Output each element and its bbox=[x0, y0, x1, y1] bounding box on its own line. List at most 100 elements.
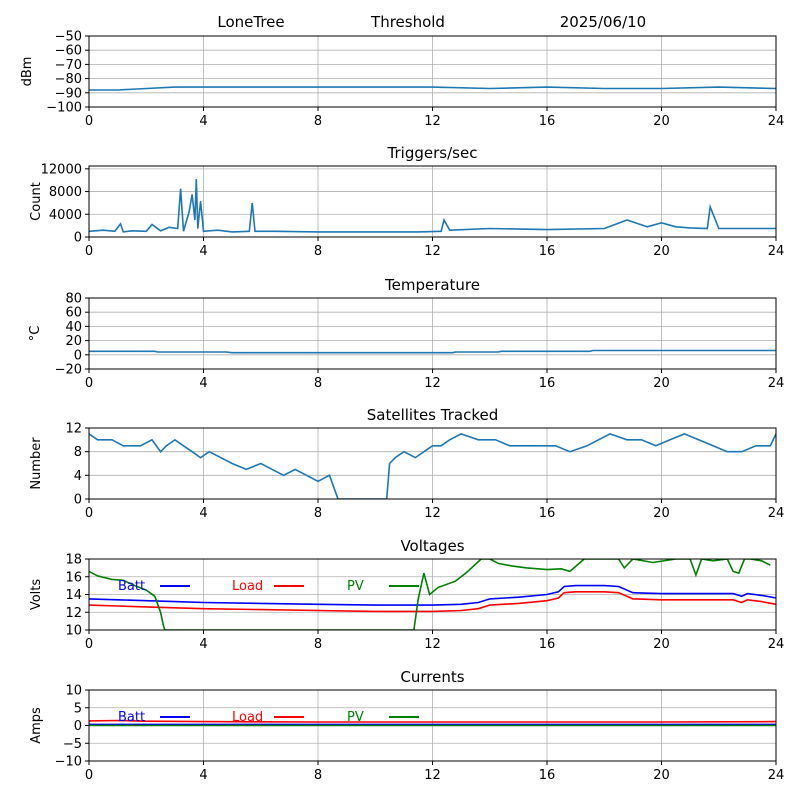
series-line-load bbox=[89, 719, 776, 723]
x-tick-label: 20 bbox=[653, 637, 670, 652]
series-line bbox=[89, 86, 776, 91]
y-tick-label: −20 bbox=[55, 363, 82, 378]
x-tick-label: 12 bbox=[424, 376, 441, 391]
y-tick-label: −60 bbox=[55, 44, 82, 59]
x-tick-label: 4 bbox=[199, 768, 207, 783]
y-tick-label: 14 bbox=[65, 588, 82, 603]
chart-panel-6: 0 4 8 12 16 20 24 −10 −5 0 5 10 Currents Amps Batt Load… bbox=[29, 668, 784, 783]
y-tick-label: 0 bbox=[74, 348, 82, 363]
y-tick-label: −90 bbox=[55, 86, 82, 101]
y-tick-label: 12 bbox=[65, 422, 82, 437]
x-tick-label: 24 bbox=[768, 114, 785, 129]
y-tick-label: 16 bbox=[65, 570, 82, 585]
x-tick-label: 20 bbox=[653, 114, 670, 129]
x-tick-label: 20 bbox=[653, 506, 670, 521]
x-tick-label: 8 bbox=[314, 114, 322, 129]
panel-title: Triggers/sec bbox=[387, 144, 478, 162]
x-tick-label: 8 bbox=[314, 637, 322, 652]
y-tick-label: 0 bbox=[74, 231, 82, 246]
x-tick-label: 12 bbox=[424, 637, 441, 652]
y-tick-label: −80 bbox=[55, 72, 82, 87]
x-tick-label: 20 bbox=[653, 376, 670, 391]
y-axis-label: Volts bbox=[29, 579, 44, 611]
y-tick-label: 10 bbox=[65, 624, 82, 639]
y-axis-label: Count bbox=[29, 182, 44, 221]
y-tick-label: 12000 bbox=[41, 162, 82, 177]
x-tick-label: 24 bbox=[768, 244, 785, 259]
x-tick-label: 24 bbox=[768, 376, 785, 391]
y-tick-label: 0 bbox=[74, 719, 82, 734]
y-tick-label: 12 bbox=[65, 606, 82, 621]
panel-title: Satellites Tracked bbox=[367, 406, 498, 424]
series-line bbox=[89, 349, 776, 354]
legend-label-batt: Batt bbox=[118, 710, 145, 725]
chart-panel-4: 0 4 8 12 16 20 24 0 4 8 12 Satellites Tracked Number bbox=[29, 406, 784, 521]
panel-title: Temperature bbox=[384, 276, 480, 294]
y-axis-label: °C bbox=[28, 326, 43, 342]
x-tick-label: 20 bbox=[653, 244, 670, 259]
series-line-load bbox=[89, 590, 776, 613]
x-tick-label: 4 bbox=[199, 114, 207, 129]
x-tick-label: 0 bbox=[85, 244, 93, 259]
x-tick-label: 24 bbox=[768, 637, 785, 652]
x-tick-label: 4 bbox=[199, 244, 207, 259]
header-mode: Threshold bbox=[370, 13, 445, 31]
x-tick-label: 8 bbox=[314, 244, 322, 259]
y-tick-label: 5 bbox=[74, 701, 82, 716]
panel-title: Currents bbox=[400, 668, 464, 686]
y-axis-label: Amps bbox=[29, 707, 44, 744]
header-date: 2025/06/10 bbox=[560, 13, 646, 31]
x-tick-label: 0 bbox=[85, 637, 93, 652]
series-line bbox=[89, 433, 776, 499]
y-tick-label: −5 bbox=[63, 737, 82, 752]
y-tick-label: 18 bbox=[65, 553, 82, 568]
y-tick-label: −10 bbox=[55, 755, 82, 770]
legend-label-load: Load bbox=[232, 710, 263, 725]
x-tick-label: 16 bbox=[539, 506, 556, 521]
x-tick-label: 16 bbox=[539, 244, 556, 259]
series-line-batt bbox=[89, 584, 776, 606]
y-tick-label: 0 bbox=[74, 493, 82, 508]
x-tick-label: 24 bbox=[768, 768, 785, 783]
y-axis-label: dBm bbox=[20, 57, 35, 87]
y-tick-label: 4 bbox=[74, 469, 82, 484]
x-tick-label: 8 bbox=[314, 768, 322, 783]
y-tick-label: 8 bbox=[74, 445, 82, 460]
x-tick-label: 0 bbox=[85, 768, 93, 783]
x-tick-label: 12 bbox=[424, 244, 441, 259]
x-tick-label: 4 bbox=[199, 506, 207, 521]
legend-label-pv: PV bbox=[347, 710, 364, 725]
y-tick-label: −70 bbox=[55, 58, 82, 73]
x-tick-label: 20 bbox=[653, 768, 670, 783]
x-tick-label: 12 bbox=[424, 114, 441, 129]
panel-title: Voltages bbox=[400, 537, 464, 555]
chart-panel-2: 0 4 8 12 16 20 24 0 4000 8000 12000 Triggers/sec Cou… bbox=[29, 144, 784, 259]
y-axis-label: Number bbox=[29, 437, 44, 490]
legend-label-batt: Batt bbox=[118, 579, 145, 594]
legend-label-load: Load bbox=[232, 579, 263, 594]
y-tick-label: −50 bbox=[55, 30, 82, 45]
x-tick-label: 16 bbox=[539, 114, 556, 129]
series-line-pv bbox=[89, 559, 771, 630]
y-tick-label: 60 bbox=[65, 306, 82, 321]
x-tick-label: 24 bbox=[768, 506, 785, 521]
y-tick-label: 40 bbox=[65, 320, 82, 335]
chart-panel-5: 0 4 8 12 16 20 24 10 12 14 16 18 Voltages Volts Batt Lo… bbox=[29, 537, 784, 652]
x-tick-label: 8 bbox=[314, 506, 322, 521]
x-tick-label: 4 bbox=[199, 376, 207, 391]
x-tick-label: 16 bbox=[539, 637, 556, 652]
y-tick-label: 10 bbox=[65, 684, 82, 699]
y-tick-label: 80 bbox=[65, 292, 82, 307]
x-tick-label: 0 bbox=[85, 114, 93, 129]
chart-panel-1: 0 4 8 12 16 20 24 −100−90−80−70−60−50 dBm bbox=[20, 30, 784, 130]
y-tick-label: 20 bbox=[65, 334, 82, 349]
x-tick-label: 12 bbox=[424, 506, 441, 521]
x-tick-label: 12 bbox=[424, 768, 441, 783]
legend-label-pv: PV bbox=[347, 579, 364, 594]
x-tick-label: 16 bbox=[539, 376, 556, 391]
y-tick-label: 4000 bbox=[49, 208, 82, 223]
x-tick-label: 4 bbox=[199, 637, 207, 652]
